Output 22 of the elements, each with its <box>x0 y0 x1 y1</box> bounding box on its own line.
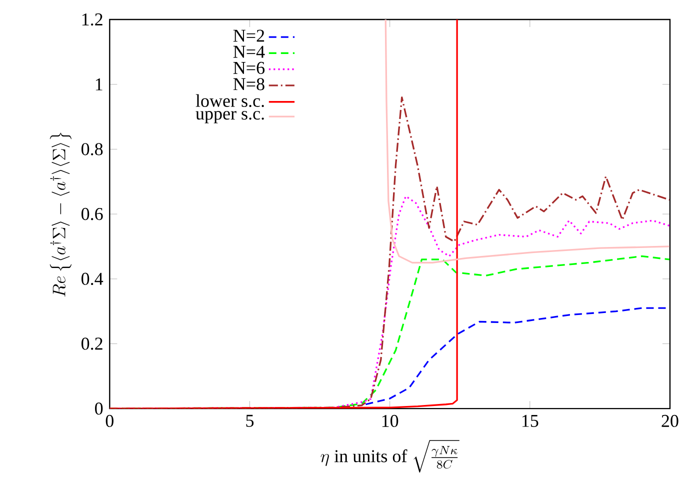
y-tick-label: 0 <box>95 402 103 415</box>
x-axis-title: $\eta\text{ in units of }\sqrt{\frac{\gamma N\kappa}{8C}}$ <box>320 440 460 473</box>
x-tick-label: 5 <box>246 415 254 427</box>
legend-label: N=2 <box>233 30 264 42</box>
legend-label: N=6 <box>233 62 265 74</box>
line-series <box>384 20 670 264</box>
x-tick-label: 20 <box>662 415 678 428</box>
y-tick-label: 1 <box>96 78 102 90</box>
legend-label: lower s.c. <box>196 94 264 108</box>
legend-label: N=8 <box>233 78 264 90</box>
y-tick-label: 0.6 <box>82 208 103 220</box>
legend-label: N=4 <box>233 46 265 58</box>
y-tick-label: 0.8 <box>82 143 103 156</box>
line-series <box>110 20 458 409</box>
legend-label: upper s.c. <box>196 111 264 124</box>
x-tick-label: 0 <box>106 415 114 428</box>
x-tick-label: 10 <box>382 415 398 428</box>
x-tick-label: 15 <box>522 415 538 428</box>
y-tick-label: 1.2 <box>82 14 102 26</box>
y-tick-label: 0.4 <box>82 272 104 286</box>
y-tick-label: 0.2 <box>82 338 102 350</box>
y-axis-title: $Re\left\{\langle a^{\dagger}\Sigma\rangle-\langle a^{\dagger}\rangle\langle\Sigma\rangle\right\}$ <box>50 132 72 297</box>
